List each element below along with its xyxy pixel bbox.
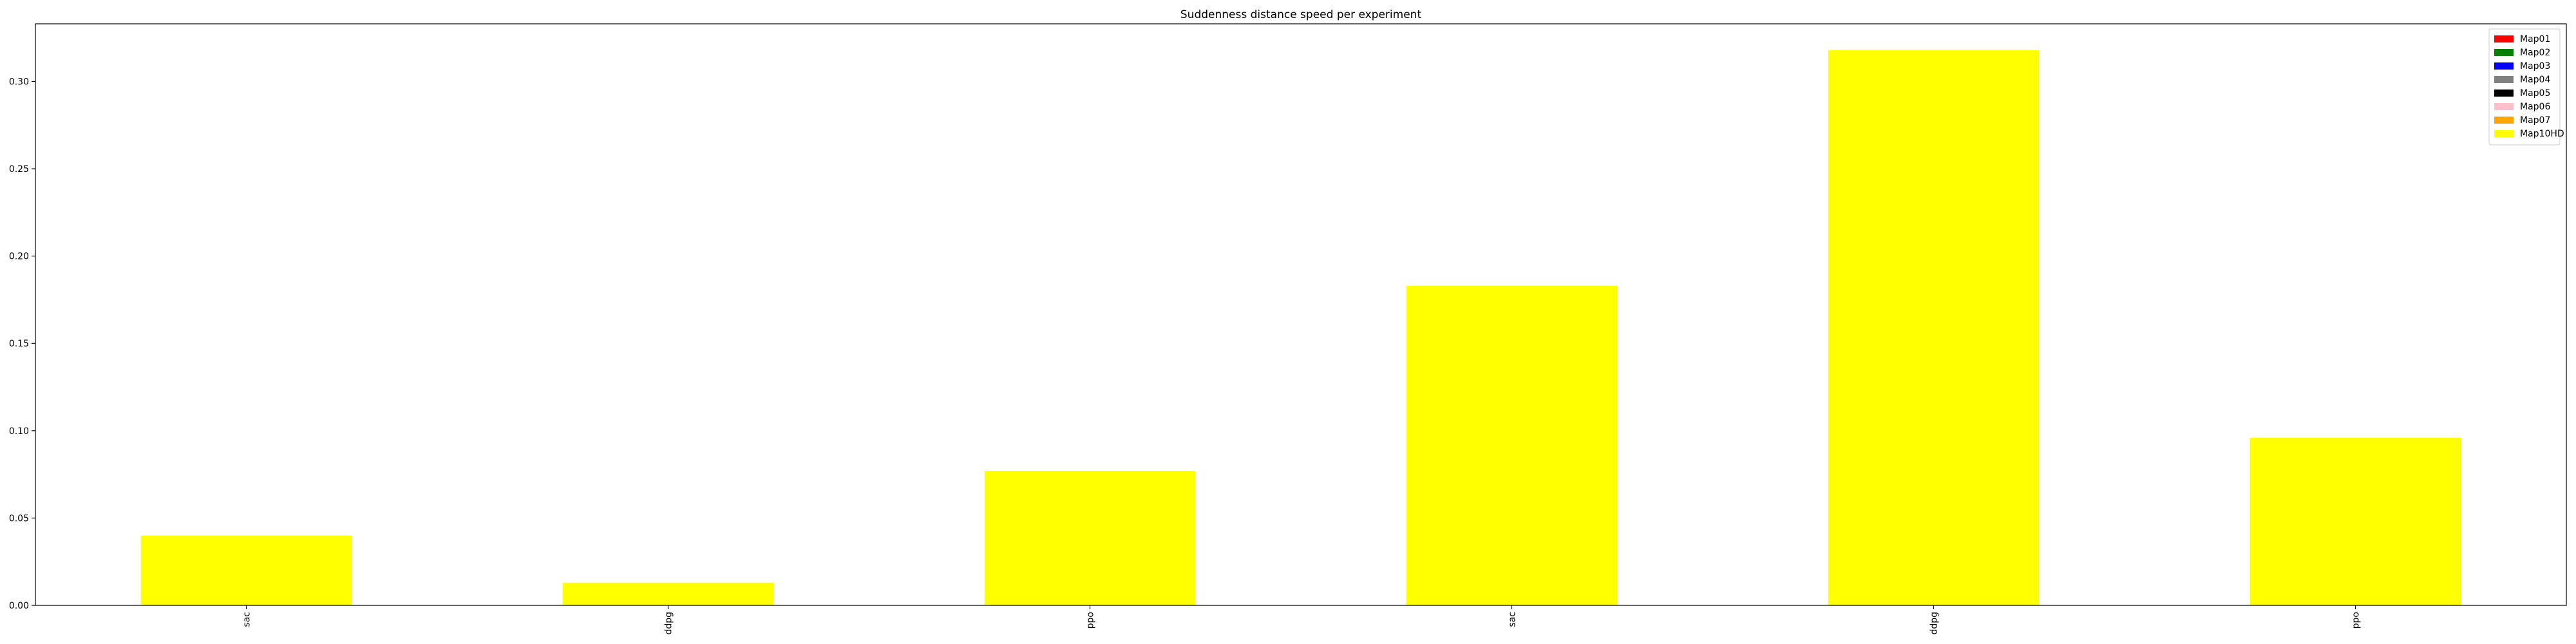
legend-label-map01: Map01: [2520, 34, 2550, 44]
legend-label-map03: Map03: [2520, 61, 2550, 71]
y-tick-label: 0.15: [9, 339, 29, 349]
bars-layer: [140, 50, 2461, 606]
bar-map10hd-4: [1828, 50, 2040, 606]
y-tick-label: 0.30: [9, 77, 29, 87]
x-tick-label: sac: [1508, 612, 1518, 627]
bar-map10hd-3: [1406, 285, 1618, 605]
legend-label-map04: Map04: [2520, 75, 2550, 85]
legend-label-map07: Map07: [2520, 115, 2550, 126]
x-axis: sac ddpg ppo sac ddpg ppo: [242, 605, 2362, 635]
legend-frame: [2488, 28, 2561, 146]
legend-swatch-map10hd: [2494, 130, 2514, 137]
legend-swatch-map06: [2494, 103, 2514, 110]
y-tick-label: 0.00: [9, 601, 29, 611]
legend-label-map02: Map02: [2520, 48, 2550, 58]
x-tick-label: ppo: [1086, 612, 1096, 629]
legend-swatch-map02: [2494, 49, 2514, 56]
legend-label-map05: Map05: [2520, 88, 2550, 99]
legend-swatch-map07: [2494, 117, 2514, 124]
y-tick-label: 0.05: [9, 513, 29, 524]
y-tick-label: 0.20: [9, 252, 29, 262]
x-tick-label: ddpg: [664, 612, 674, 635]
x-tick-label: ppo: [2351, 612, 2362, 629]
y-tick-label: 0.25: [9, 164, 29, 175]
bar-map10hd-1: [562, 582, 774, 605]
legend: Map01 Map02 Map03 Map04 Map05 Map06 Map07 Map10…: [2488, 28, 2564, 146]
x-tick-label: ddpg: [1929, 612, 1940, 635]
legend-swatch-map04: [2494, 76, 2514, 83]
bar-map10hd-5: [2249, 437, 2461, 605]
bar-map10hd-0: [140, 535, 352, 605]
legend-swatch-map03: [2494, 62, 2514, 70]
legend-swatch-map01: [2494, 35, 2514, 43]
x-tick-label: sac: [242, 612, 252, 627]
chart-title: Suddenness distance speed per experiment: [1180, 8, 1422, 21]
legend-label-map10hd: Map10HD: [2520, 129, 2564, 139]
legend-swatch-map05: [2494, 90, 2514, 97]
plot-frame: [35, 23, 2567, 606]
bar-map10hd-2: [984, 471, 1196, 605]
legend-label-map06: Map06: [2520, 102, 2550, 112]
y-axis: 0.00 0.05 0.10 0.15 0.20 0.25 0.30: [9, 77, 35, 611]
y-tick-label: 0.10: [9, 426, 29, 437]
